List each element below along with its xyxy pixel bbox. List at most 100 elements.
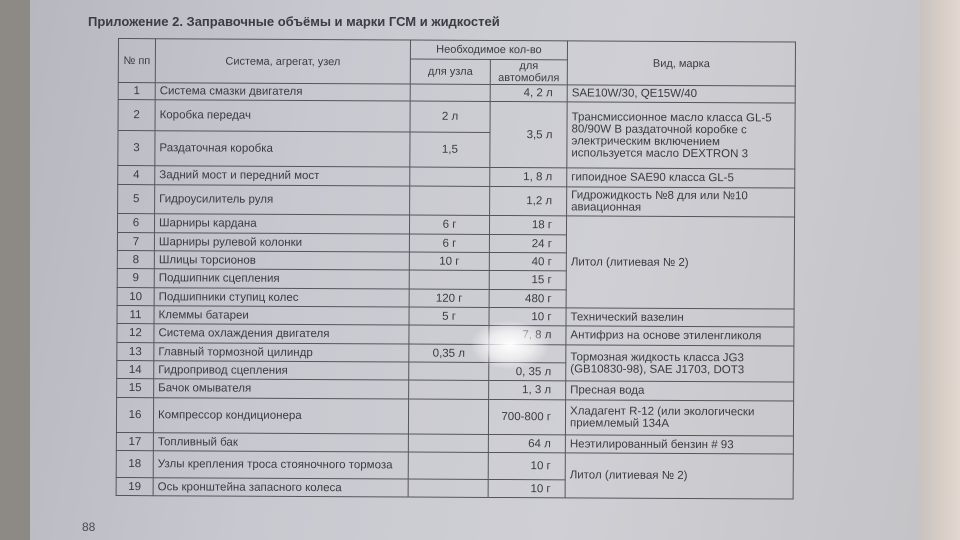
row-unit bbox=[408, 380, 489, 400]
row-unit bbox=[410, 84, 491, 102]
row-num: 14 bbox=[116, 360, 154, 379]
row-unit bbox=[409, 186, 490, 216]
row-car: 3,5 л bbox=[489, 101, 568, 168]
row-num: 4 bbox=[117, 165, 155, 185]
row-name: Главный тормозной цилиндр bbox=[153, 342, 409, 363]
row-car: 64 л bbox=[488, 434, 566, 453]
table-row: 16 Компрессор кондиционера 700-800 г Хладаг… bbox=[116, 397, 794, 437]
row-car: 24 г bbox=[489, 234, 567, 253]
row-car: 10 г bbox=[489, 307, 567, 326]
header-qty: Необходимое кол-во bbox=[410, 40, 568, 60]
row-brand: Технический вазелин bbox=[565, 307, 795, 328]
row-name: Ось кронштейна запасного колеса bbox=[153, 477, 409, 498]
row-num: 6 bbox=[117, 213, 155, 233]
header-brand: Вид, марка bbox=[567, 40, 796, 87]
row-unit bbox=[408, 399, 489, 435]
table-row: 5 Гидроусилитель руля 1,2 л Гидрожидкость №… bbox=[117, 184, 795, 218]
row-car: 7, 8 л bbox=[488, 325, 566, 345]
row-unit: 120 г bbox=[409, 289, 490, 308]
row-unit bbox=[409, 167, 490, 187]
row-name: Система охлаждения двигателя bbox=[153, 323, 410, 345]
row-num: 5 bbox=[117, 184, 155, 214]
row-car: 10 г bbox=[488, 452, 566, 480]
header-num: № пп bbox=[118, 38, 156, 83]
row-name: Система смазки двигателя bbox=[155, 82, 411, 102]
row-brand: SAE10W/30, QE15W/40 bbox=[567, 84, 796, 104]
row-car: 10 г bbox=[488, 479, 566, 498]
row-num: 13 bbox=[116, 342, 154, 361]
page-number: 88 bbox=[82, 520, 96, 534]
row-car: 1, 3 л bbox=[488, 380, 566, 400]
row-name: Подшипник сцепления bbox=[154, 268, 410, 290]
row-unit bbox=[408, 325, 490, 345]
row-car: 4, 2 л bbox=[490, 84, 568, 102]
page-title: Приложение 2. Заправочные объёмы и марки… bbox=[88, 14, 500, 29]
page-edge bbox=[920, 0, 960, 540]
table-row: 18 Узлы крепления троса стояночного тормо… bbox=[116, 450, 794, 500]
row-unit bbox=[408, 452, 489, 480]
row-brand: Неэтилированный бензин # 93 bbox=[565, 434, 794, 455]
row-unit: 6 г bbox=[409, 234, 490, 253]
row-name: Задний мост и передний мост bbox=[154, 165, 410, 187]
header-car: для автомобиля bbox=[490, 59, 568, 85]
row-name: Шарниры рулевой колонки bbox=[154, 232, 410, 253]
row-unit: 10 г bbox=[409, 252, 490, 271]
row-car: 18 г bbox=[489, 215, 567, 235]
document-page bbox=[30, 0, 960, 540]
row-car: 40 г bbox=[489, 252, 567, 271]
header-unit: для узла bbox=[410, 59, 491, 85]
row-brand: Гидрожидкость №8 для или №10 авиационная bbox=[566, 186, 795, 218]
row-unit: 1,5 bbox=[409, 132, 491, 168]
row-car: 480 г bbox=[489, 289, 567, 308]
row-name: Бачок омывателя bbox=[153, 378, 409, 400]
row-num: 7 bbox=[117, 232, 155, 251]
row-num: 15 bbox=[116, 378, 154, 398]
table-row: 2 Коробка передач 2 л 3,5 л Трансмиссионное … bbox=[118, 99, 796, 170]
row-unit: 2 л bbox=[410, 101, 491, 133]
row-car: 1, 8 л bbox=[489, 167, 567, 187]
row-name: Топливный бак bbox=[153, 432, 409, 453]
header-row: № пп Система, агрегат, узел Необходимое … bbox=[118, 38, 796, 87]
row-num: 2 bbox=[118, 99, 156, 131]
row-car: 15 г bbox=[489, 270, 567, 290]
row-num: 16 bbox=[116, 397, 154, 433]
row-num: 10 bbox=[117, 287, 155, 306]
row-brand: Хладагент R-12 (или экологически приемле… bbox=[565, 399, 794, 437]
row-brand: гипоидное SAE90 класса GL-5 bbox=[566, 167, 795, 189]
row-name: Гидроусилитель руля bbox=[154, 184, 410, 216]
row-num: 19 bbox=[116, 477, 154, 496]
row-car: 700-800 г bbox=[488, 399, 566, 435]
row-name: Коробка передач bbox=[155, 99, 411, 133]
row-num: 11 bbox=[117, 305, 155, 324]
row-name: Подшипники ступиц колес bbox=[154, 287, 410, 308]
row-brand: Пресная вода bbox=[565, 380, 794, 402]
row-num: 8 bbox=[117, 250, 155, 269]
row-unit bbox=[408, 434, 489, 453]
row-brand: Тормозная жидкость класса JG3 (GB10830-9… bbox=[565, 344, 794, 383]
row-name: Шарниры кардана bbox=[154, 213, 410, 235]
row-car: 1,2 л bbox=[489, 186, 567, 216]
row-name: Узлы крепления троса стояночного тормоза bbox=[153, 450, 409, 480]
row-brand: Литол (литиевая № 2) bbox=[566, 215, 795, 310]
row-car bbox=[488, 344, 566, 363]
row-unit: 0,35 л bbox=[408, 344, 489, 363]
row-brand: Трансмиссионное масло класса GL-5 80/90W… bbox=[566, 101, 796, 170]
row-unit: 6 г bbox=[409, 215, 490, 235]
row-unit bbox=[408, 362, 489, 381]
row-num: 17 bbox=[116, 432, 154, 451]
row-num: 12 bbox=[116, 323, 155, 343]
row-unit bbox=[408, 479, 489, 498]
row-unit bbox=[409, 270, 490, 290]
header-system: Система, агрегат, узел bbox=[155, 38, 411, 85]
row-brand: Антифриз на основе этиленгликоля bbox=[565, 325, 794, 347]
row-num: 3 bbox=[117, 130, 156, 166]
row-name: Компрессор кондиционера bbox=[153, 397, 409, 435]
row-num: 1 bbox=[118, 82, 156, 100]
row-brand: Литол (литиевая № 2) bbox=[565, 452, 794, 500]
row-name: Раздаточная коробка bbox=[154, 130, 411, 168]
row-name: Клеммы батареи bbox=[154, 305, 410, 326]
row-num: 9 bbox=[117, 268, 155, 288]
fluids-table: № пп Система, агрегат, узел Необходимое … bbox=[116, 38, 796, 500]
row-name: Шлицы торсионов bbox=[154, 250, 410, 271]
row-car: 0, 35 л bbox=[488, 362, 566, 381]
